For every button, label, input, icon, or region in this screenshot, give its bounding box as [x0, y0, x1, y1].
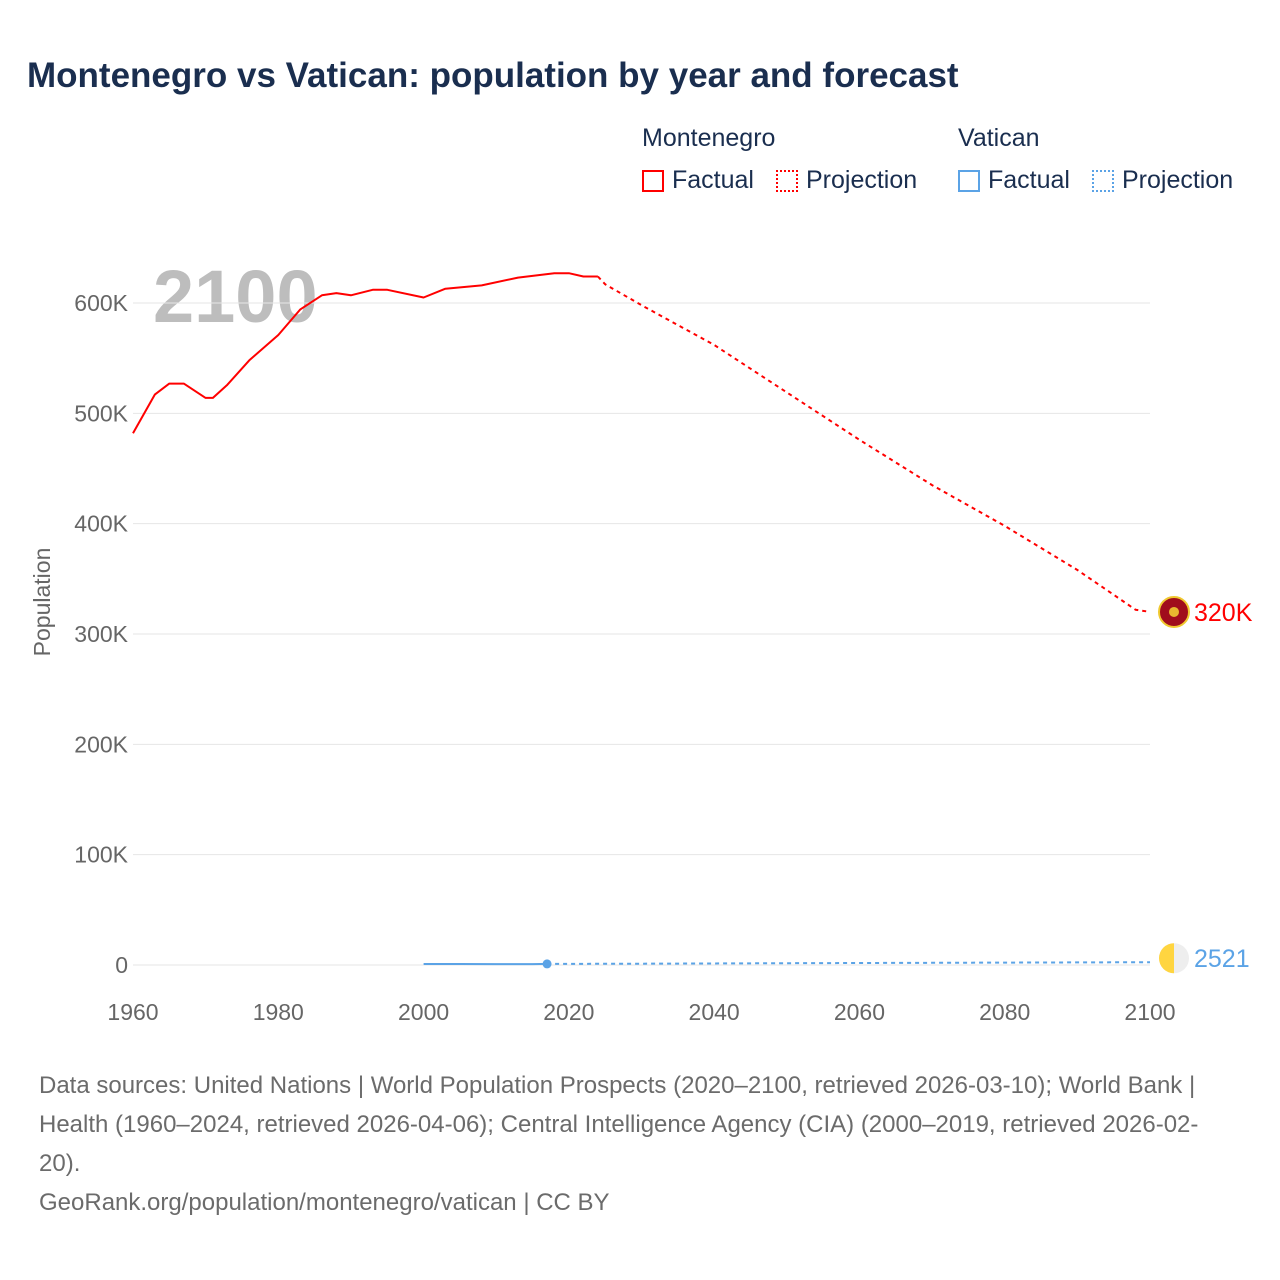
y-tick-label: 500K: [74, 400, 128, 426]
end-label-vatican: 2521: [1194, 945, 1250, 973]
legend-swatch-dotted: [1092, 169, 1114, 192]
legend-label: Projection: [1122, 166, 1234, 194]
footer: Data sources: United Nations | World Pop…: [39, 1066, 1239, 1222]
legend-montenegro-projection[interactable]: Projection: [776, 166, 917, 195]
legend-vatican-factual[interactable]: Factual: [958, 166, 1070, 195]
legend-label: Factual: [672, 166, 754, 194]
series-line-montenegro-projection: [597, 275, 1151, 613]
vatican-flag-yellow-half: [1159, 943, 1174, 974]
legend-group-vatican: Vatican: [958, 124, 1040, 152]
y-tick-label: 0: [115, 952, 128, 978]
vatican-factual-end-point: [542, 959, 552, 969]
y-tick-label: 600K: [74, 290, 128, 316]
x-tick-label: 2100: [1124, 999, 1175, 1025]
x-tick-label: 2080: [979, 999, 1030, 1025]
legend-swatch-solid: [958, 169, 980, 192]
legend-label: Projection: [806, 166, 918, 194]
x-tick-label: 2040: [689, 999, 740, 1025]
montenegro-flag-emblem: [1169, 606, 1179, 617]
y-tick-label: 300K: [74, 621, 128, 647]
x-tick-label: 1960: [107, 999, 158, 1025]
series-line-vatican-projection: [547, 961, 1151, 965]
legend-swatch-dotted: [776, 169, 798, 192]
y-axis-label: Population: [29, 548, 55, 657]
legend-vatican-projection[interactable]: Projection: [1092, 166, 1233, 195]
year-watermark: 2100: [153, 255, 318, 338]
source-link[interactable]: GeoRank.org/population/montenegro/vatica…: [39, 1189, 610, 1216]
y-tick-label: 200K: [74, 731, 128, 757]
x-tick-label: 1980: [253, 999, 304, 1025]
legend-label: Factual: [988, 166, 1070, 194]
chart-title: Montenegro vs Vatican: population by yea…: [27, 56, 959, 95]
legend-swatch-solid: [642, 169, 664, 192]
y-tick-label: 400K: [74, 511, 128, 537]
data-sources: Data sources: United Nations | World Pop…: [39, 1072, 1199, 1177]
x-tick-label: 2020: [543, 999, 594, 1025]
y-tick-label: 100K: [74, 842, 128, 868]
legend-group-montenegro: Montenegro: [642, 124, 776, 152]
x-tick-label: 2000: [398, 999, 449, 1025]
legend-montenegro-factual[interactable]: Factual: [642, 166, 754, 195]
x-tick-label: 2060: [834, 999, 885, 1025]
series-line-montenegro-factual: [132, 272, 598, 434]
end-label-montenegro: 320K: [1194, 599, 1253, 627]
